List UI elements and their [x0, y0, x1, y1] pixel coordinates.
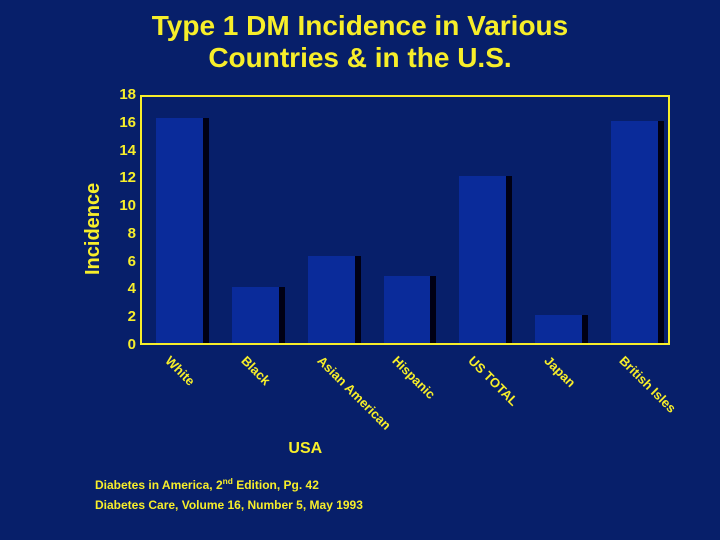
bar — [459, 176, 506, 343]
x-tick-label: US TOTAL — [465, 353, 521, 409]
bar — [611, 121, 658, 343]
citations: Diabetes in America, 2nd Edition, Pg. 42… — [95, 476, 363, 518]
y-tick: 6 — [106, 253, 136, 270]
y-tick: 12 — [106, 169, 136, 186]
y-tick: 4 — [106, 280, 136, 297]
y-tick: 0 — [106, 336, 136, 353]
bar — [308, 256, 355, 344]
x-tick-label: Black — [238, 353, 273, 388]
y-tick: 8 — [106, 225, 136, 242]
y-tick: 18 — [106, 86, 136, 103]
y-axis-label: Incidence — [82, 183, 105, 275]
chart-plot-area — [140, 95, 670, 345]
x-tick-label: British Isles — [617, 353, 680, 416]
citation-1: Diabetes in America, 2nd Edition, Pg. 42 — [95, 476, 363, 492]
x-tick-label: Japan — [541, 353, 578, 390]
y-tick: 2 — [106, 308, 136, 325]
citation-2: Diabetes Care, Volume 16, Number 5, May … — [95, 498, 363, 512]
bar — [156, 118, 203, 343]
bar — [232, 287, 279, 343]
y-tick: 14 — [106, 142, 136, 159]
x-tick-label: Asian American — [314, 353, 394, 433]
title-line2: Countries & in the U.S. — [0, 42, 720, 74]
x-tick-label: Hispanic — [390, 353, 439, 402]
x-tick-label: White — [163, 353, 199, 389]
y-tick: 10 — [106, 197, 136, 214]
title-line1: Type 1 DM Incidence in Various — [0, 10, 720, 42]
x-axis-caption: USA — [288, 440, 322, 458]
slide-title: Type 1 DM Incidence in Various Countries… — [0, 10, 720, 74]
bar — [535, 315, 582, 343]
y-tick: 16 — [106, 114, 136, 131]
bar — [384, 276, 431, 343]
